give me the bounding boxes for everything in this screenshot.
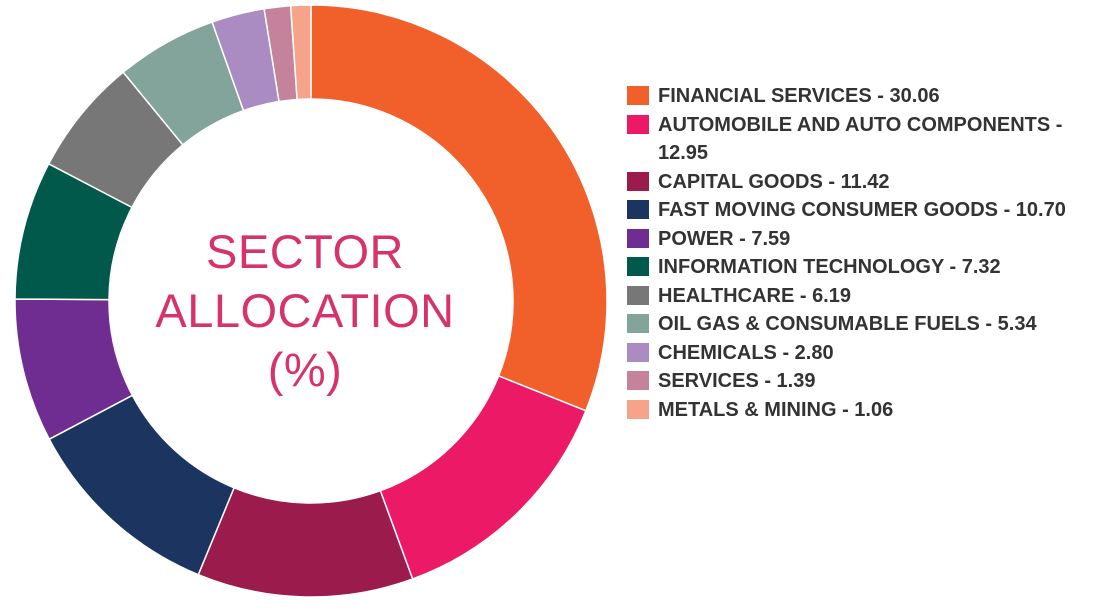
legend-swatch: [627, 371, 649, 390]
legend-label: POWER - 7.59: [658, 227, 791, 250]
legend-swatch: [627, 314, 649, 333]
legend-swatch: [627, 257, 649, 276]
legend-label: SERVICES - 1.39: [658, 370, 816, 392]
legend-swatch: [627, 342, 649, 362]
chart-title-line-1: SECTOR: [206, 225, 404, 278]
legend-swatch: [627, 114, 649, 134]
legend-swatch: [627, 228, 649, 248]
donut-slices: [14, 4, 608, 598]
legend-item: FINANCIAL SERVICES - 30.06: [627, 82, 1097, 111]
legend-label: CAPITAL GOODS - 11.42: [658, 170, 890, 193]
legend-swatch: [627, 86, 649, 105]
chart-title: SECTOR ALLOCATION (%): [110, 222, 500, 399]
legend-item: AUTOMOBILE AND AUTO COMPONENTS - 12.95: [627, 111, 1097, 168]
legend-label: HEALTHCARE - 6.19: [658, 284, 851, 307]
legend-label: CHEMICALS - 2.80: [658, 341, 834, 364]
slice-automobile-and-auto-components: [379, 374, 587, 580]
legend-item: OIL GAS & CONSUMABLE FUELS - 5.34: [627, 310, 1097, 339]
legend-item: CAPITAL GOODS - 11.42: [627, 168, 1097, 197]
slice-financial-services: [310, 4, 608, 412]
legend-swatch: [627, 200, 649, 219]
legend-item: HEALTHCARE - 6.19: [627, 282, 1097, 311]
legend-swatch: [627, 399, 649, 419]
chart-title-line-2: ALLOCATION: [155, 284, 455, 337]
legend-item: CHEMICALS - 2.80: [627, 339, 1097, 368]
chart-legend: FINANCIAL SERVICES - 30.06 AUTOMOBILE AND…: [627, 82, 1097, 424]
legend-item: SERVICES - 1.39: [627, 367, 1097, 396]
chart-title-line-3: (%): [267, 343, 343, 396]
legend-swatch: [627, 171, 649, 191]
legend-label: AUTOMOBILE AND AUTO COMPONENTS - 12.95: [658, 113, 1063, 165]
legend-item: FAST MOVING CONSUMER GOODS - 10.70: [627, 196, 1097, 225]
slice-metals-mining: [289, 4, 312, 101]
legend-item: POWER - 7.59: [627, 225, 1097, 254]
legend-label: FAST MOVING CONSUMER GOODS - 10.70: [658, 199, 1066, 221]
legend-label: FINANCIAL SERVICES - 30.06: [658, 85, 940, 107]
legend-label: INFORMATION TECHNOLOGY - 7.32: [658, 256, 1001, 278]
legend-item: METALS & MINING - 1.06: [627, 396, 1097, 425]
legend-label: METALS & MINING - 1.06: [658, 398, 894, 421]
legend-swatch: [627, 285, 649, 305]
legend-item: INFORMATION TECHNOLOGY - 7.32: [627, 253, 1097, 282]
slice-capital-goods: [197, 486, 414, 598]
legend-label: OIL GAS & CONSUMABLE FUELS - 5.34: [658, 313, 1037, 335]
